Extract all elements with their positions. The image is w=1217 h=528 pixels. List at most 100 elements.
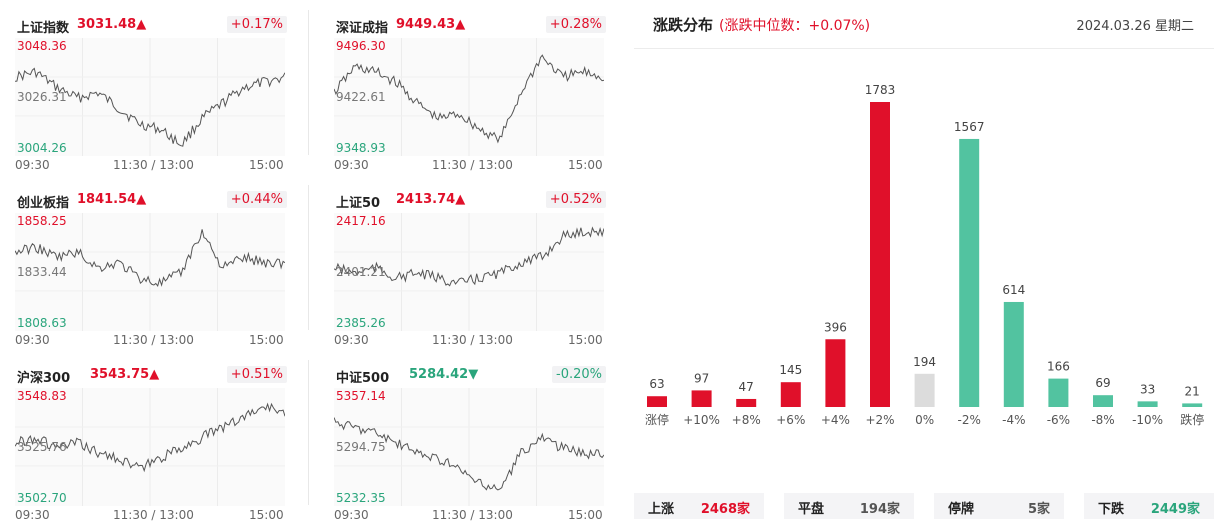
index-card-header: 深证成指 9449.43▲ +0.28% (336, 16, 606, 36)
time-tick-label: 15:00 (568, 333, 603, 347)
index-sparkline: 1858.25 1833.44 1808.63 (15, 213, 285, 331)
bar-category-label: +8% (732, 413, 761, 427)
summary-cell: 下跌 2449家 (1084, 493, 1214, 519)
bar-category-label: -6% (1047, 413, 1070, 427)
distribution-bar[interactable] (825, 339, 846, 407)
index-name: 上证50 (336, 196, 381, 211)
time-tick-label: 11:30 / 13:00 (432, 333, 513, 347)
low-label: 9348.93 (336, 141, 386, 155)
low-label: 3004.26 (17, 141, 67, 155)
high-label: 1858.25 (17, 214, 67, 228)
index-grid: 上证指数 3031.48▲ +0.17% 3048.36 3026.31 3004.26 0… (15, 8, 606, 522)
summary-label: 下跌 (1098, 502, 1125, 517)
index-card[interactable]: 中证500 5284.42▼ -0.20% 5357.14 5294.75 5232.35… (334, 358, 606, 528)
index-value: 1841.54▲ (77, 192, 147, 207)
distribution-bar[interactable] (780, 382, 801, 407)
time-tick-label: 11:30 / 13:00 (432, 158, 513, 172)
low-label: 1808.63 (17, 316, 67, 330)
distribution-bar[interactable] (691, 390, 712, 407)
mid-label: 9422.61 (336, 90, 386, 104)
summary-value: 2449家 (1150, 502, 1200, 517)
time-tick-label: 09:30 (15, 333, 50, 347)
index-value: 2413.74▲ (396, 192, 466, 207)
distribution-bar[interactable] (736, 398, 757, 407)
bar-value-label: 194 (913, 355, 936, 369)
column-divider (308, 10, 309, 155)
index-sparkline: 3548.83 3525.76 3502.70 (15, 388, 285, 506)
high-label: 9496.30 (336, 39, 386, 53)
bar-category-label: 0% (915, 413, 934, 427)
index-price-line (334, 417, 604, 491)
time-tick-label: 09:30 (15, 508, 50, 522)
high-label: 3548.83 (17, 389, 67, 403)
index-value: 5284.42▼ (409, 367, 479, 382)
bar-value-label: 1783 (865, 83, 896, 97)
distribution-bar[interactable] (1137, 401, 1158, 407)
index-card[interactable]: 上证50 2413.74▲ +0.52% 2417.16 2401.21 2385.26 0… (334, 183, 606, 353)
bar-category-label: -10% (1132, 413, 1163, 427)
column-divider (308, 185, 309, 330)
distribution-bar[interactable] (959, 138, 980, 407)
time-tick-label: 11:30 / 13:00 (432, 508, 513, 522)
distribution-bar[interactable] (1182, 403, 1203, 407)
bar-category-label: +2% (865, 413, 894, 427)
column-divider (308, 360, 309, 505)
index-price-line (15, 402, 285, 473)
bar-category-label: -4% (1002, 413, 1025, 427)
index-card[interactable]: 创业板指 1841.54▲ +0.44% 1858.25 1833.44 1808.63 0… (15, 183, 287, 353)
index-change-badge: +0.52% (545, 191, 606, 208)
index-name: 上证指数 (17, 21, 70, 36)
summary-cell: 上涨 2468家 (634, 493, 764, 519)
bar-value-label: 63 (649, 377, 664, 391)
bar-category-label: -8% (1091, 413, 1114, 427)
index-name: 沪深300 (17, 371, 71, 386)
index-sparkline: 3048.36 3026.31 3004.26 (15, 38, 285, 156)
bar-value-label: 145 (779, 363, 802, 377)
distribution-panel: 涨跌分布 (涨跌中位数：+0.07%) 2024.03.26 星期二 63 涨停 97… (634, 0, 1214, 521)
summary-label: 平盘 (798, 502, 825, 517)
time-tick-label: 09:30 (334, 158, 369, 172)
time-tick-label: 15:00 (249, 158, 284, 172)
index-name: 深证成指 (336, 21, 389, 36)
index-change-badge: +0.28% (545, 16, 606, 33)
bar-value-label: 33 (1140, 382, 1155, 396)
bar-category-label: +10% (683, 413, 720, 427)
distribution-bar[interactable] (647, 396, 667, 407)
index-price-line (334, 54, 604, 144)
time-tick-label: 11:30 / 13:00 (113, 158, 194, 172)
bar-category-label: +4% (821, 413, 850, 427)
index-price-line (15, 229, 285, 287)
bar-value-label: 47 (739, 380, 754, 394)
index-sparkline: 2417.16 2401.21 2385.26 (334, 213, 604, 331)
index-card[interactable]: 沪深300 3543.75▲ +0.51% 3548.83 3525.76 3502.70… (15, 358, 287, 528)
time-tick-label: 09:30 (334, 508, 369, 522)
index-card[interactable]: 上证指数 3031.48▲ +0.17% 3048.36 3026.31 3004.26 0… (15, 8, 287, 178)
index-price-line (15, 67, 285, 147)
time-tick-label: 15:00 (568, 158, 603, 172)
distribution-bar[interactable] (914, 373, 935, 407)
mid-label: 1833.44 (17, 265, 67, 279)
summary-value: 5家 (1027, 502, 1050, 517)
distribution-bar[interactable] (1003, 301, 1024, 407)
bar-value-label: 396 (824, 320, 847, 334)
distribution-subtitle: (涨跌中位数：+0.07%) (719, 18, 871, 34)
time-tick-label: 09:30 (334, 333, 369, 347)
index-name: 中证500 (336, 371, 390, 386)
low-label: 2385.26 (336, 316, 386, 330)
index-price-line (334, 226, 604, 287)
distribution-bar[interactable] (870, 102, 890, 407)
bar-value-label: 97 (694, 371, 709, 385)
summary-label: 上涨 (648, 502, 675, 517)
index-value: 3543.75▲ (90, 367, 160, 382)
index-card-header: 上证指数 3031.48▲ +0.17% (17, 16, 287, 36)
bar-value-label: 1567 (954, 120, 985, 134)
mid-label: 3525.76 (17, 440, 67, 454)
index-card[interactable]: 深证成指 9449.43▲ +0.28% 9496.30 9422.61 9348.93 0… (334, 8, 606, 178)
summary-label: 停牌 (948, 502, 975, 517)
summary-value: 194家 (859, 502, 900, 517)
time-tick-label: 11:30 / 13:00 (113, 508, 194, 522)
low-label: 3502.70 (17, 491, 67, 505)
distribution-bar[interactable] (1093, 395, 1113, 407)
bar-category-label: 涨停 (645, 412, 669, 427)
distribution-bar[interactable] (1048, 378, 1069, 407)
